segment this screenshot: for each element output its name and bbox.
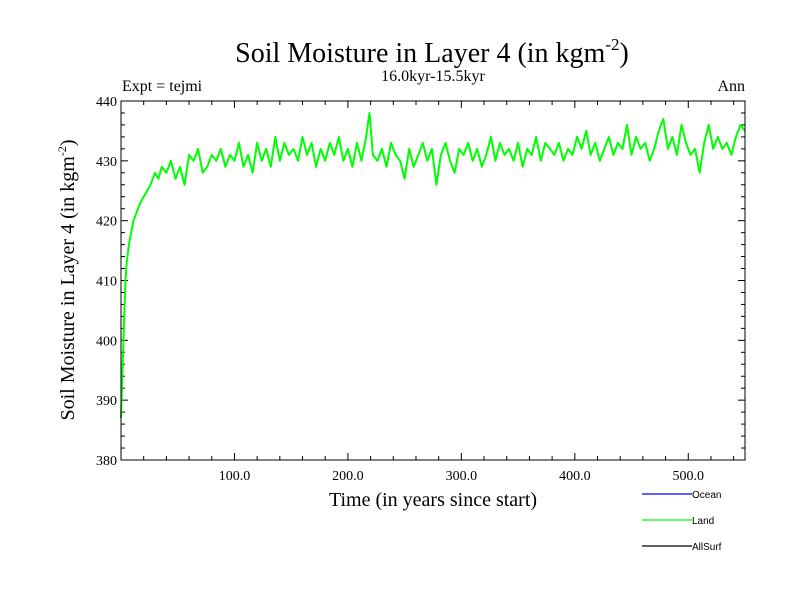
- y-tick-label: 420: [96, 215, 117, 230]
- x-tick-label: 300.0: [446, 469, 478, 484]
- series-layer: [120, 112, 746, 419]
- x-axis-label: Time (in years since start): [329, 489, 537, 511]
- legend-label-ocean: Ocean: [692, 490, 721, 501]
- legend-label-allsurf: AllSurf: [692, 542, 722, 553]
- subtitle: 16.0kyr-15.5kyr: [381, 68, 485, 85]
- y-axis-label: Soil Moisture in Layer 4 (in kgm-2): [55, 139, 79, 420]
- series-line-land: [120, 112, 746, 419]
- x-tick-label: 400.0: [559, 469, 591, 484]
- expt-label: Expt = tejmi: [122, 78, 203, 95]
- x-tick-label: 200.0: [332, 469, 364, 484]
- y-tick-label: 440: [96, 95, 117, 110]
- x-tick-label: 100.0: [219, 469, 251, 484]
- x-tick-label: 500.0: [673, 469, 705, 484]
- y-axis-label-close: ): [57, 139, 79, 146]
- y-tick-label: 410: [96, 275, 117, 290]
- chart-title-close: ): [620, 38, 629, 69]
- chart-title-superscript: -2: [605, 35, 619, 54]
- legend: Ocean Land AllSurf: [642, 490, 722, 553]
- period-label: Ann: [717, 78, 745, 95]
- chart-title-main: Soil Moisture in Layer 4 (in kgm: [235, 38, 605, 69]
- y-axis-label-main: Soil Moisture in Layer 4 (in kgm: [57, 156, 79, 421]
- legend-label-land: Land: [692, 516, 714, 527]
- y-tick-label: 390: [96, 394, 117, 409]
- y-tick-label: 400: [96, 334, 117, 349]
- plot-frame: [120, 100, 746, 461]
- y-axis-label-superscript: -2: [55, 146, 69, 156]
- y-tick-label: 380: [96, 454, 117, 469]
- chart-title: Soil Moisture in Layer 4 (in kgm-2): [235, 35, 629, 69]
- y-tick-label: 430: [96, 155, 117, 170]
